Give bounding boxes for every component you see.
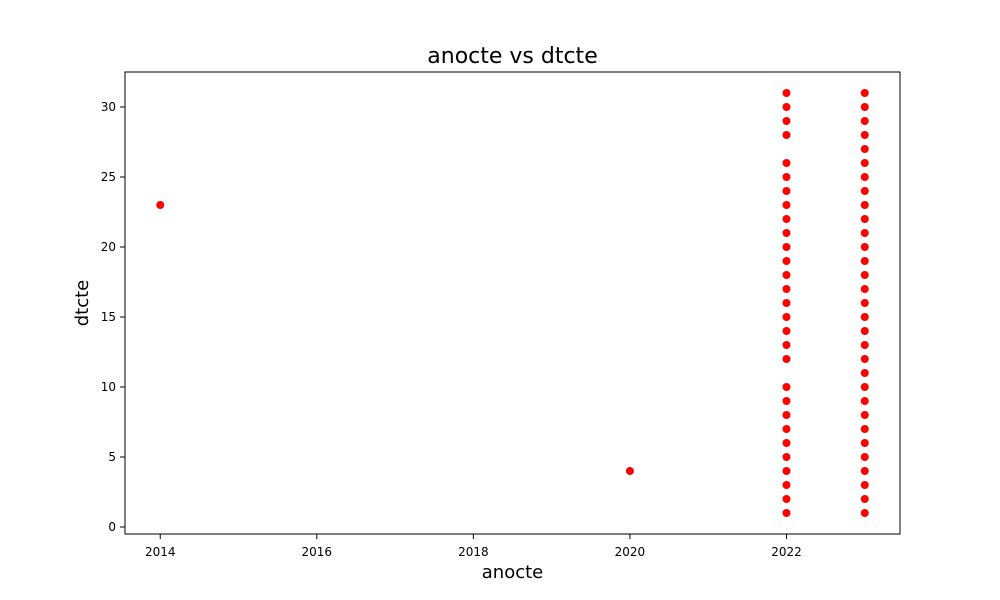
data-point [860,313,869,321]
data-point [860,397,869,405]
x-tick-label: 2022 [771,545,802,559]
data-point [860,327,869,335]
data-point [860,355,869,363]
data-point [782,285,791,293]
data-point [860,481,869,489]
data-point [782,229,791,237]
x-tick-label: 2020 [615,545,646,559]
y-axis-ticks: 0 5 10 15 20 25 30 [101,100,125,534]
data-point [860,201,869,209]
data-point [782,299,791,307]
data-point [860,257,869,265]
data-point [860,243,869,251]
data-point [860,215,869,223]
scatter-points [156,89,869,517]
data-point [782,355,791,363]
data-point [782,131,791,139]
data-point [860,369,869,377]
data-point [782,243,791,251]
x-tick-label: 2014 [145,545,176,559]
data-point [782,117,791,125]
data-point [860,495,869,503]
chart-title: anocte vs dtcte [427,44,597,69]
data-point [156,201,165,209]
data-point [782,313,791,321]
x-axis-label: anocte [482,562,543,583]
data-point [782,159,791,167]
data-point [860,271,869,279]
data-point [782,397,791,405]
data-point [860,103,869,111]
data-point [860,229,869,237]
data-point [860,341,869,349]
y-tick-label: 0 [108,520,116,534]
data-point [782,215,791,223]
data-point [860,299,869,307]
y-tick-label: 25 [101,170,116,184]
data-point [782,341,791,349]
data-point [782,327,791,335]
data-point [860,159,869,167]
data-point [782,467,791,475]
y-tick-label: 20 [101,240,116,254]
data-point [782,201,791,209]
data-point [782,103,791,111]
data-point [782,495,791,503]
data-point [860,285,869,293]
data-point [782,271,791,279]
y-tick-label: 15 [101,310,116,324]
data-point [860,117,869,125]
plot-area-frame [124,71,901,535]
data-point [860,131,869,139]
data-point [860,467,869,475]
data-point [860,187,869,195]
data-point [782,89,791,97]
data-point [782,411,791,419]
y-tick-label: 30 [101,100,116,114]
y-axis-label: dtcte [72,280,93,327]
data-point [860,439,869,447]
data-point [782,173,791,181]
data-point [625,467,634,475]
data-point [782,425,791,433]
data-point [782,439,791,447]
data-point [860,453,869,461]
data-point [860,145,869,153]
data-point [782,481,791,489]
x-tick-label: 2018 [458,545,489,559]
data-point [782,453,791,461]
data-point [860,411,869,419]
data-point [782,383,791,391]
data-point [860,509,869,517]
data-point [782,187,791,195]
data-point [782,509,791,517]
data-point [860,383,869,391]
data-point [860,89,869,97]
data-point [860,173,869,181]
data-point [860,425,869,433]
x-axis-ticks: 2014 2016 2018 2020 2022 [145,534,802,559]
data-point [782,257,791,265]
x-tick-label: 2016 [302,545,333,559]
y-tick-label: 5 [108,450,116,464]
y-tick-label: 10 [101,380,116,394]
